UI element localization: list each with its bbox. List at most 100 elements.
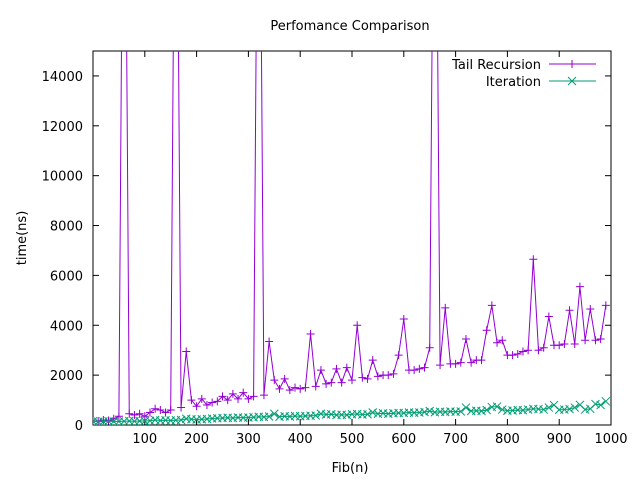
data-point-tail-recursion bbox=[534, 346, 543, 355]
data-point-tail-recursion bbox=[275, 384, 284, 393]
data-point-tail-recursion bbox=[327, 378, 336, 387]
x-tick-label: 700 bbox=[443, 432, 468, 447]
y-tick-label: 4000 bbox=[50, 319, 83, 334]
data-point-tail-recursion bbox=[581, 336, 590, 345]
data-point-iteration bbox=[368, 408, 378, 417]
data-point-tail-recursion bbox=[368, 356, 377, 365]
chart-title: Perfomance Comparison bbox=[270, 19, 429, 34]
data-point-tail-recursion bbox=[296, 384, 305, 393]
data-point-tail-recursion bbox=[104, 416, 113, 425]
data-point-tail-recursion bbox=[565, 306, 574, 315]
data-point-iteration bbox=[456, 407, 466, 416]
data-point-tail-recursion bbox=[228, 389, 237, 398]
data-point-tail-recursion bbox=[373, 372, 382, 381]
data-point-tail-recursion bbox=[234, 394, 243, 403]
data-point-tail-recursion bbox=[265, 337, 274, 346]
data-point-tail-recursion bbox=[524, 346, 533, 355]
data-point-tail-recursion bbox=[280, 374, 289, 383]
data-point-tail-recursion bbox=[140, 412, 149, 421]
data-point-iteration bbox=[497, 405, 507, 414]
data-point-iteration bbox=[420, 407, 429, 417]
legend-marker-tail-recursion bbox=[568, 60, 576, 68]
data-point-iteration bbox=[264, 412, 274, 421]
x-axis-label: Fib(n) bbox=[332, 461, 369, 476]
y-tick-label: 14000 bbox=[42, 70, 83, 85]
data-point-tail-recursion bbox=[498, 336, 507, 345]
data-point-tail-recursion bbox=[259, 391, 268, 400]
data-point-tail-recursion bbox=[467, 358, 476, 367]
data-point-tail-recursion bbox=[239, 388, 248, 397]
data-point-iteration bbox=[461, 403, 471, 412]
data-point-iteration bbox=[176, 415, 186, 425]
data-point-tail-recursion bbox=[249, 392, 258, 401]
data-point-tail-recursion bbox=[394, 351, 403, 360]
data-point-tail-recursion bbox=[410, 366, 419, 375]
data-point-iteration bbox=[269, 409, 279, 419]
data-point-tail-recursion bbox=[291, 383, 300, 392]
data-point-tail-recursion bbox=[218, 392, 227, 401]
data-point-tail-recursion bbox=[596, 334, 605, 343]
data-point-tail-recursion bbox=[358, 373, 367, 382]
data-point-tail-recursion bbox=[560, 339, 569, 348]
data-point-iteration bbox=[539, 405, 549, 414]
series-layer bbox=[93, 51, 611, 425]
x-tick-label: 1000 bbox=[594, 432, 627, 447]
data-point-tail-recursion bbox=[353, 321, 362, 330]
y-tick-label: 2000 bbox=[50, 369, 83, 384]
data-point-tail-recursion bbox=[482, 326, 491, 335]
data-point-tail-recursion bbox=[456, 358, 465, 367]
data-point-tail-recursion bbox=[513, 349, 522, 358]
series-line-iteration bbox=[93, 400, 607, 423]
data-point-tail-recursion bbox=[461, 334, 470, 343]
data-point-tail-recursion bbox=[114, 412, 123, 421]
x-tick-label: 400 bbox=[288, 432, 313, 447]
data-point-tail-recursion bbox=[425, 343, 434, 352]
y-axis-label: time(ns) bbox=[15, 211, 30, 266]
data-point-iteration bbox=[565, 404, 574, 414]
legend-label-iteration: Iteration bbox=[486, 75, 541, 90]
data-point-iteration bbox=[544, 403, 554, 412]
data-point-tail-recursion bbox=[151, 404, 160, 413]
data-point-tail-recursion bbox=[285, 386, 294, 395]
data-point-iteration bbox=[492, 402, 502, 411]
data-point-tail-recursion bbox=[213, 397, 222, 406]
data-point-tail-recursion bbox=[202, 401, 211, 410]
data-point-tail-recursion bbox=[306, 329, 315, 338]
data-point-tail-recursion bbox=[192, 402, 201, 411]
data-point-tail-recursion bbox=[166, 406, 175, 415]
data-point-iteration bbox=[601, 396, 611, 406]
data-point-tail-recursion bbox=[301, 383, 310, 392]
data-point-iteration bbox=[363, 409, 372, 419]
data-point-tail-recursion bbox=[244, 394, 253, 403]
data-point-tail-recursion bbox=[348, 376, 356, 385]
data-point-tail-recursion bbox=[384, 371, 393, 380]
legend-marker-iteration bbox=[567, 76, 577, 86]
data-point-tail-recursion bbox=[342, 363, 351, 372]
data-point-tail-recursion bbox=[436, 361, 445, 370]
series-iteration bbox=[93, 396, 611, 425]
data-point-tail-recursion bbox=[420, 363, 429, 372]
data-point-tail-recursion bbox=[441, 303, 450, 312]
y-tick-label: 8000 bbox=[50, 220, 83, 235]
y-tick-label: 12000 bbox=[42, 120, 83, 135]
data-point-tail-recursion bbox=[135, 409, 144, 418]
data-point-tail-recursion bbox=[316, 366, 325, 375]
series-line-tail-recursion bbox=[93, 51, 607, 422]
data-point-tail-recursion bbox=[591, 336, 600, 345]
x-tick-label: 500 bbox=[340, 432, 365, 447]
legend-label-tail-recursion: Tail Recursion bbox=[451, 58, 541, 73]
data-point-tail-recursion bbox=[187, 396, 196, 405]
data-point-tail-recursion bbox=[182, 347, 191, 356]
data-point-tail-recursion bbox=[415, 364, 424, 373]
data-point-tail-recursion bbox=[539, 343, 548, 352]
data-point-tail-recursion bbox=[601, 301, 610, 310]
data-point-tail-recursion bbox=[130, 411, 139, 420]
data-point-tail-recursion bbox=[337, 378, 346, 387]
data-point-tail-recursion bbox=[493, 338, 502, 347]
data-point-tail-recursion bbox=[487, 301, 496, 310]
axes: 100 200 300 400 500 600 700 800 900 1000020004000… bbox=[42, 50, 628, 447]
data-point-tail-recursion bbox=[389, 369, 398, 378]
y-tick-label: 0 bbox=[75, 419, 83, 434]
